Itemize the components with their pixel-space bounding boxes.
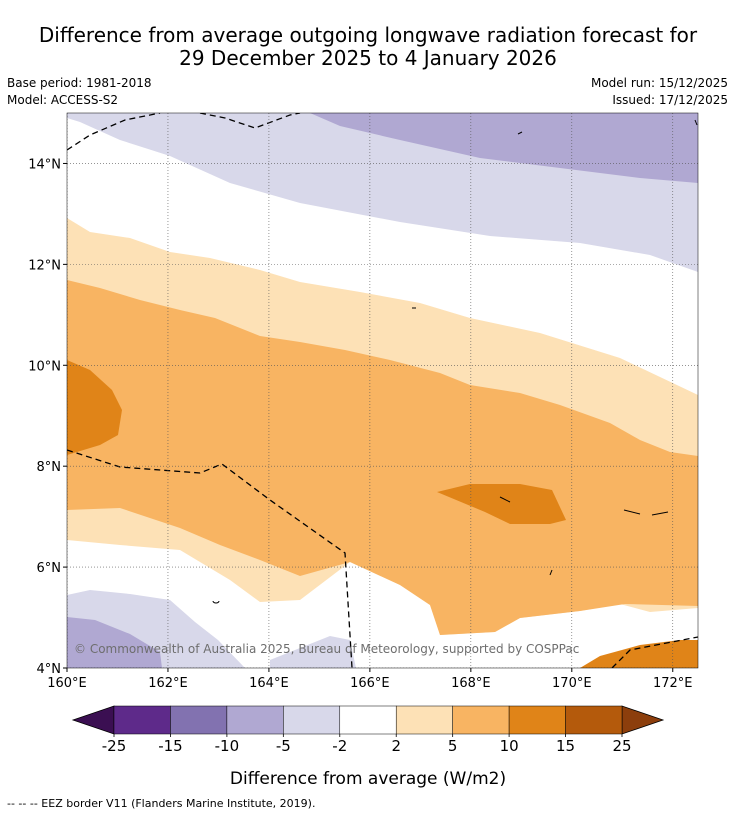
copyright-notice: © Commonwealth of Australia 2025, Bureau… — [74, 642, 579, 656]
lat-tick-label: 8°N — [37, 460, 62, 475]
lon-tick-label: 166°E — [350, 676, 390, 691]
issued-date: Issued: 17/12/2025 — [612, 93, 728, 107]
map-frame — [66, 112, 699, 669]
band-mid-purple-southwest — [67, 617, 162, 668]
lat-tick-label: 12°N — [28, 258, 61, 273]
lat-tick-label: 6°N — [37, 561, 62, 576]
band-mid-purple-northeast — [310, 113, 698, 183]
colorbar-swatch — [339, 705, 397, 735]
colorbar-tick-label: -2 — [332, 737, 347, 755]
colorbar-swatch — [452, 705, 510, 735]
lon-tick-label: 168°E — [451, 676, 491, 691]
colorbar-tick-label: 10 — [500, 737, 519, 755]
colorbar-tick-label: -15 — [158, 737, 183, 755]
chart-title-line2: 29 December 2025 to 4 January 2026 — [179, 46, 557, 70]
colorbar-swatch — [508, 705, 566, 735]
colorbar-swatch — [565, 705, 623, 735]
band-mid-orange — [67, 280, 698, 668]
lat-tick-label: 14°N — [28, 157, 61, 172]
colorbar-tick-label: 2 — [391, 737, 401, 755]
lon-tick-label: 162°E — [148, 676, 188, 691]
colorbar-over-triangle — [621, 705, 665, 735]
lon-tick-label: 172°E — [653, 676, 693, 691]
latitude-ticks: 4°N 6°N 8°N 10°N 12°N 14°N — [28, 157, 67, 677]
lon-tick-label: 170°E — [552, 676, 592, 691]
colorbar-tick-label: 25 — [612, 737, 631, 755]
islands — [212, 119, 698, 604]
colorbar-tick-label: 5 — [448, 737, 458, 755]
colorbar: -25 -15 -10 -5 -2 2 5 10 15 25 — [71, 705, 665, 755]
lat-tick-label: 10°N — [28, 359, 61, 374]
eez-border-southeast — [611, 636, 698, 668]
eez-border-north — [67, 113, 301, 151]
model-name: Model: ACCESS-S2 — [7, 93, 119, 107]
eez-border-south — [67, 449, 353, 668]
colorbar-tick-label: 15 — [556, 737, 575, 755]
lon-tick-label: 164°E — [249, 676, 289, 691]
colorbar-label: Difference from average (W/m2) — [229, 769, 507, 789]
band-dark-orange-west — [67, 360, 122, 455]
colorbar-swatch — [226, 705, 284, 735]
lon-tick-label: 160°E — [47, 676, 87, 691]
colorbar-swatch — [113, 705, 171, 735]
gridlines — [67, 113, 698, 668]
colorbar-tick-label: -25 — [102, 737, 127, 755]
base-period: Base period: 1981-2018 — [7, 76, 152, 90]
colorbar-swatch — [283, 705, 341, 735]
band-light-purple-south-center — [270, 636, 356, 668]
band-dark-orange-southeast — [580, 640, 698, 668]
colorbar-tick-label: -10 — [215, 737, 240, 755]
longitude-ticks: 160°E 162°E 164°E 166°E 168°E 170°E 172°E — [47, 668, 693, 691]
lat-tick-label: 4°N — [37, 662, 62, 677]
colorbar-swatch — [395, 705, 453, 735]
colorbar-swatch — [170, 705, 228, 735]
colorbar-tick-label: -5 — [276, 737, 291, 755]
colorbar-under-triangle — [71, 705, 115, 735]
chart-title-line1: Difference from average outgoing longwav… — [38, 23, 698, 47]
model-run: Model run: 15/12/2025 — [590, 76, 728, 90]
footer-note: -- -- -- EEZ border V11 (Flanders Marine… — [7, 797, 316, 810]
band-dark-orange-east — [437, 484, 566, 524]
map-area: © Commonwealth of Australia 2025, Bureau… — [67, 113, 698, 668]
